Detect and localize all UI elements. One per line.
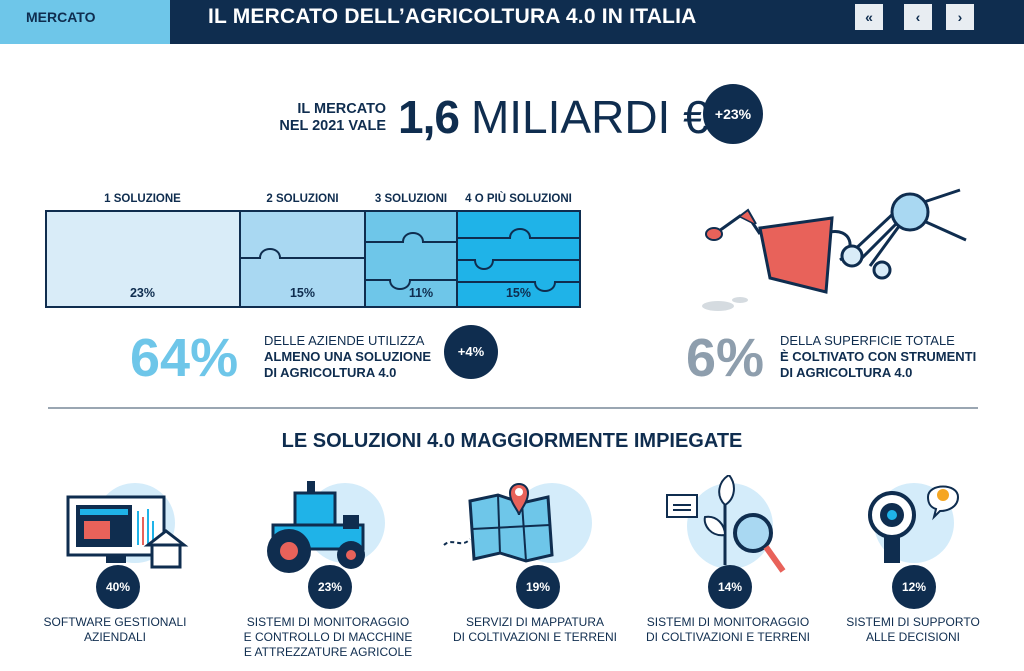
solution-percent-badge: 40% bbox=[96, 565, 140, 609]
plant-magnifier-icon bbox=[666, 475, 786, 573]
header-4-solutions: 4 O PIÙ SOLUZIONI bbox=[465, 193, 572, 205]
page-title: IL MERCATO DELL’AGRICOLTURA 4.0 IN ITALI… bbox=[208, 5, 697, 28]
value-3-solutions: 11% bbox=[408, 286, 434, 300]
puzzle-segment-3 bbox=[364, 210, 458, 308]
solution-label-line1: SISTEMI DI MONITORAGGIO bbox=[246, 615, 410, 629]
solution-label-line2: AZIENDALI bbox=[83, 630, 146, 644]
header-2-solutions: 2 SOLUZIONI bbox=[266, 193, 339, 205]
value-2-solutions: 15% bbox=[289, 286, 316, 300]
solution-label: SOFTWARE GESTIONALI AZIENDALI bbox=[20, 615, 210, 645]
surface-description: DELLA SUPERFICIE TOTALE È COLTIVATO CON … bbox=[780, 333, 976, 381]
surface-desc-line2: È COLTIVATO CON STRUMENTI bbox=[780, 349, 977, 364]
solution-percent-badge: 19% bbox=[516, 565, 560, 609]
header-3-solutions: 3 SOLUZIONI bbox=[374, 193, 448, 205]
solution-label-line2: ALLE DECISIONI bbox=[865, 630, 961, 644]
market-value-unit: MILIARDI € bbox=[470, 91, 709, 143]
value-4-solutions: 15% bbox=[505, 286, 532, 300]
solution-label-line1: SISTEMI DI MONITORAGGIO bbox=[646, 615, 810, 629]
top-solutions-title: LE SOLUZIONI 4.0 MAGGIORMENTE IMPIEGATE bbox=[281, 430, 743, 452]
decision-lightbulb-icon bbox=[868, 485, 960, 563]
nav-next-button[interactable]: › bbox=[946, 4, 974, 30]
solution-label-line2: DI COLTIVAZIONI E TERRENI bbox=[645, 630, 811, 644]
market-label-line1: IL MERCATO bbox=[297, 101, 386, 117]
solution-label: SISTEMI DI MONITORAGGIO DI COLTIVAZIONI … bbox=[633, 615, 823, 645]
solution-label-line2: DI COLTIVAZIONI E TERRENI bbox=[452, 630, 618, 644]
solution-label-line1: SISTEMI DI SUPPORTO bbox=[846, 615, 980, 629]
companies-growth-badge: +4% bbox=[444, 325, 498, 379]
solution-label: SISTEMI DI SUPPORTO ALLE DECISIONI bbox=[818, 615, 1008, 645]
companies-desc-line2: ALMENO UNA SOLUZIONE bbox=[264, 349, 432, 364]
tractor-icon bbox=[267, 481, 365, 573]
solution-percent-badge: 23% bbox=[308, 565, 352, 609]
solution-label-line1: SOFTWARE GESTIONALI bbox=[43, 615, 187, 629]
solution-label: SISTEMI DI MONITORAGGIO E CONTROLLO DI M… bbox=[233, 615, 423, 660]
surface-desc-line1: DELLA SUPERFICIE TOTALE bbox=[780, 333, 955, 348]
companies-desc-line1: DELLE AZIENDE UTILIZZA bbox=[264, 333, 425, 348]
section-divider bbox=[48, 407, 978, 409]
map-pin-icon bbox=[443, 483, 554, 563]
market-label-line2: NEL 2021 VALE bbox=[279, 118, 386, 134]
surface-percent: 6% bbox=[686, 328, 765, 388]
nav-prev-button[interactable]: ‹ bbox=[904, 4, 932, 30]
solution-percent-badge: 14% bbox=[708, 565, 752, 609]
header-1-solution: 1 SOLUZIONE bbox=[104, 193, 181, 205]
nav-first-button[interactable]: « bbox=[855, 4, 883, 30]
surface-desc-line3: DI AGRICOLTURA 4.0 bbox=[780, 365, 913, 380]
companies-description: DELLE AZIENDE UTILIZZA ALMENO UNA SOLUZI… bbox=[264, 333, 431, 381]
market-value: 1,6 MILIARDI € bbox=[398, 92, 709, 142]
solution-label-line3: E ATTREZZATURE AGRICOLE bbox=[243, 645, 413, 659]
market-label: IL MERCATO NEL 2021 VALE bbox=[268, 101, 386, 135]
value-1-solution: 23% bbox=[129, 286, 156, 300]
tab-mercato[interactable]: MERCATO bbox=[0, 0, 170, 44]
solution-label-line1: SERVIZI DI MAPPATURA bbox=[465, 615, 605, 629]
software-monitor-icon bbox=[66, 495, 189, 569]
solutions-puzzle-chart bbox=[45, 210, 581, 308]
solution-label: SERVIZI DI MAPPATURA DI COLTIVAZIONI E T… bbox=[440, 615, 630, 645]
solution-percent-badge: 12% bbox=[892, 565, 936, 609]
market-growth-badge: +23% bbox=[703, 84, 763, 144]
robot-watering-can-icon bbox=[702, 188, 967, 311]
companies-percent: 64% bbox=[130, 328, 239, 388]
companies-desc-line3: DI AGRICOLTURA 4.0 bbox=[264, 365, 397, 380]
solution-label-line2: E CONTROLLO DI MACCHINE bbox=[243, 630, 413, 644]
market-value-number: 1,6 bbox=[398, 91, 460, 143]
puzzle-segment-1 bbox=[45, 210, 241, 308]
top-bar bbox=[0, 0, 1024, 44]
